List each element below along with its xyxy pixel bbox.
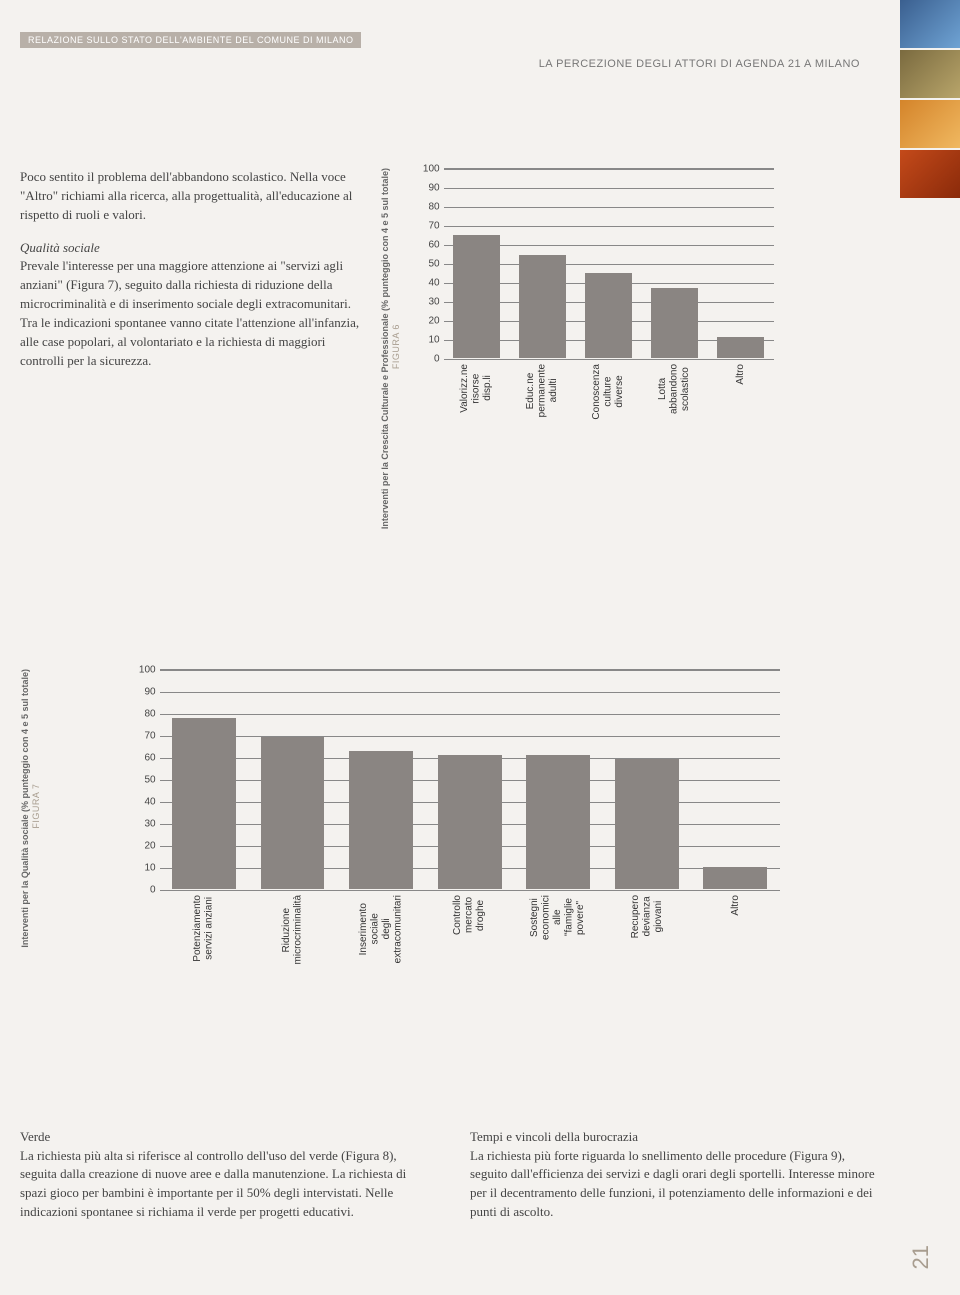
y-tick-label: 10: [428, 335, 443, 346]
figure-6-ylabel: Interventi per la Crescita Culturale e P…: [380, 168, 402, 529]
bar: [526, 755, 590, 889]
y-tick-label: 0: [434, 354, 444, 365]
bottom-right-column: Tempi e vincoli della burocrazia La rich…: [470, 1128, 880, 1222]
y-tick-label: 70: [144, 731, 159, 742]
bar-slot: Controllo mercato droghe: [425, 670, 514, 889]
y-tick-label: 50: [428, 259, 443, 270]
y-tick-label: 40: [144, 797, 159, 808]
intro-text-column: Poco sentito il problema dell'abbandono …: [20, 168, 360, 529]
para2-body: Prevale l'interesse per una maggiore att…: [20, 258, 359, 367]
bar-slot: Recupero devianza giovani: [602, 670, 691, 889]
y-tick-label: 30: [428, 297, 443, 308]
bar-slot: Altro: [691, 670, 780, 889]
bar: [651, 288, 699, 358]
y-tick-label: 30: [144, 819, 159, 830]
paragraph-2: Qualità sociale Prevale l'interesse per …: [20, 239, 360, 371]
y-tick-label: 40: [428, 278, 443, 289]
bar-slot: Potenziamento servizi anziani: [160, 670, 249, 889]
bar: [717, 337, 765, 358]
y-tick-label: 50: [144, 775, 159, 786]
x-category-label: Riduzione microcriminalità: [281, 895, 304, 964]
bar: [703, 867, 767, 889]
bar: [519, 255, 567, 358]
y-tick-label: 70: [428, 221, 443, 232]
x-category-label: Valorizz.ne risorse disp.li: [459, 364, 494, 413]
y-tick-label: 90: [144, 687, 159, 698]
bar-slot: Altro: [708, 169, 774, 358]
x-category-label: Altro: [730, 895, 742, 916]
x-category-label: Lotta abbandono scolastico: [657, 364, 692, 414]
bar-slot: Conoscenza culture diverse: [576, 169, 642, 358]
bar-slot: Lotta abbandono scolastico: [642, 169, 708, 358]
y-tick-label: 20: [428, 316, 443, 327]
side-thumbnail: [900, 100, 960, 148]
tempi-body: La richiesta più forte riguarda lo snell…: [470, 1148, 875, 1220]
bar-slot: Valorizz.ne risorse disp.li: [444, 169, 510, 358]
page-number: 21: [908, 1245, 934, 1269]
header-bar: RELAZIONE SULLO STATO DELL'AMBIENTE DEL …: [20, 32, 361, 48]
header-subtitle: LA PERCEZIONE DEGLI ATTORI DI AGENDA 21 …: [539, 58, 860, 70]
tempi-heading: Tempi e vincoli della burocrazia: [470, 1129, 638, 1144]
x-category-label: Educ.ne permanente adulti: [525, 364, 560, 417]
y-tick-label: 60: [428, 240, 443, 251]
bar-slot: Riduzione microcriminalità: [248, 670, 337, 889]
y-tick-label: 80: [144, 709, 159, 720]
bar: [615, 759, 679, 889]
x-category-label: Potenziamento servizi anziani: [192, 895, 215, 962]
y-tick-label: 80: [428, 202, 443, 213]
paragraph-1: Poco sentito il problema dell'abbandono …: [20, 168, 360, 225]
x-category-label: Sostegni economici alle "famiglie povere…: [529, 895, 587, 940]
bar: [453, 235, 501, 359]
bar: [261, 737, 325, 889]
y-tick-label: 20: [144, 841, 159, 852]
y-tick-label: 100: [139, 665, 160, 676]
y-tick-label: 10: [144, 863, 159, 874]
side-thumbnail: [900, 0, 960, 48]
bar: [172, 718, 236, 890]
para2-heading: Qualità sociale: [20, 240, 100, 255]
x-category-label: Recupero devianza giovani: [630, 895, 665, 938]
x-category-label: Altro: [735, 364, 747, 385]
side-image-strip: [900, 0, 960, 200]
verde-body: La richiesta più alta si riferisce al co…: [20, 1148, 406, 1220]
verde-heading: Verde: [20, 1129, 50, 1144]
side-thumbnail: [900, 50, 960, 98]
figure-6: Interventi per la Crescita Culturale e P…: [380, 168, 774, 529]
figure-7-ylabel: Interventi per la Qualità sociale (% pun…: [20, 669, 42, 948]
y-tick-label: 0: [150, 885, 160, 896]
y-tick-label: 90: [428, 183, 443, 194]
y-tick-label: 60: [144, 753, 159, 764]
figure-6-plot: 1009080706050403020100Valorizz.ne risors…: [416, 168, 774, 529]
bar: [438, 755, 502, 889]
bar-slot: Inserimento sociale degli extracomunitar…: [337, 670, 426, 889]
bar: [585, 273, 633, 359]
bottom-text-columns: Verde La richiesta più alta si riferisce…: [20, 1128, 920, 1222]
side-thumbnail: [900, 150, 960, 198]
x-category-label: Inserimento sociale degli extracomunitar…: [358, 895, 404, 963]
figure-7: Interventi per la Qualità sociale (% pun…: [20, 669, 780, 948]
figure-7-plot: 1009080706050403020100Potenziamento serv…: [132, 669, 780, 948]
bar: [349, 751, 413, 890]
x-category-label: Controllo mercato droghe: [452, 895, 487, 935]
y-tick-label: 100: [423, 164, 444, 175]
x-category-label: Conoscenza culture diverse: [591, 364, 626, 420]
bar-slot: Educ.ne permanente adulti: [510, 169, 576, 358]
bar-slot: Sostegni economici alle "famiglie povere…: [514, 670, 603, 889]
bottom-left-column: Verde La richiesta più alta si riferisce…: [20, 1128, 430, 1222]
